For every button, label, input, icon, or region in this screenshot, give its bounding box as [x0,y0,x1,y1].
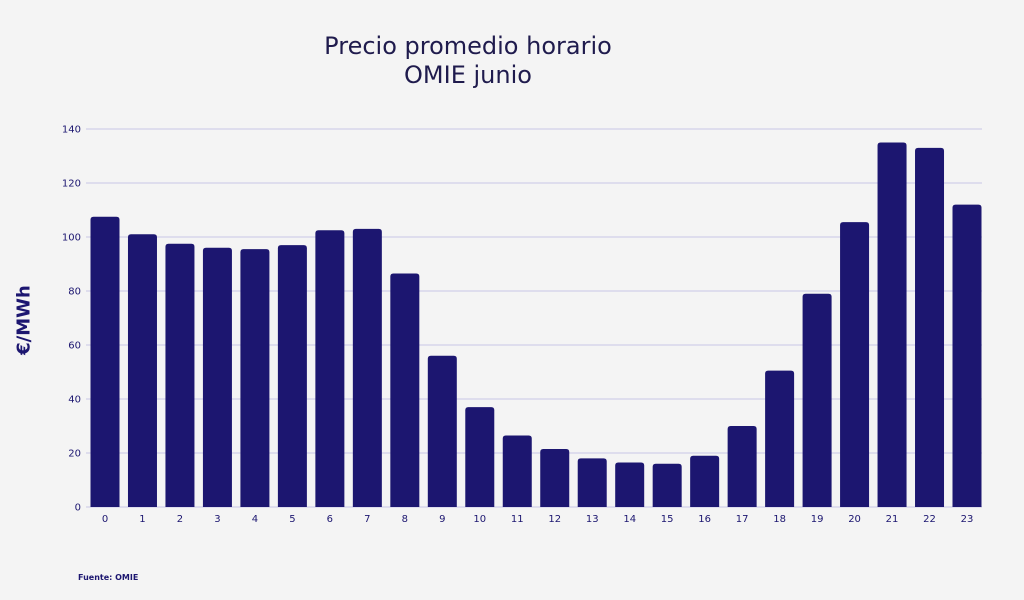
y-tick-label: 80 [68,287,81,298]
bar-hour-2 [165,243,195,507]
x-tick-label: 20 [848,514,861,525]
y-tick-label: 60 [68,341,81,352]
y-tick-label: 140 [62,125,81,136]
x-tick-label: 10 [473,514,486,525]
x-tick-label: 7 [364,514,370,525]
x-tick-label: 15 [661,514,674,525]
x-tick-labels: 0 1 2 3 4 5 6 7 8 9 10 11 12 13 14 15 16 17 18 19 20 21 22 23 [102,514,974,525]
y-tick-label: 120 [62,179,81,190]
bar-hour-16 [690,455,720,507]
x-tick-label: 0 [102,514,108,525]
bar-hour-10 [465,407,495,507]
bar-hour-17 [727,426,757,507]
y-tick-labels: 0 20 40 60 80 100 120 140 [62,125,81,514]
x-tick-label: 8 [402,514,408,525]
x-tick-label: 12 [548,514,561,525]
x-tick-label: 18 [773,514,786,525]
bar-hour-14 [615,462,645,507]
bar-hour-11 [502,435,532,507]
bar-hour-8 [390,273,420,507]
bar-hour-5 [277,245,307,507]
bar-hour-15 [652,463,682,507]
grid-lines [86,128,982,508]
bar-hour-9 [427,355,457,507]
x-tick-label: 6 [327,514,333,525]
bars [90,142,982,508]
x-tick-label: 3 [214,514,220,525]
x-tick-label: 23 [961,514,974,525]
bar-hour-0 [90,216,120,507]
x-tick-label: 9 [439,514,445,525]
x-tick-label: 19 [811,514,824,525]
x-tick-label: 1 [139,514,145,525]
y-tick-label: 20 [68,449,81,460]
y-tick-label: 40 [68,395,81,406]
x-tick-label: 22 [923,514,936,525]
bar-hour-6 [315,230,345,507]
x-tick-label: 14 [623,514,636,525]
x-tick-label: 16 [698,514,711,525]
x-tick-label: 5 [289,514,295,525]
x-tick-label: 2 [177,514,183,525]
x-tick-label: 4 [252,514,258,525]
bar-hour-7 [352,228,382,507]
x-tick-label: 21 [886,514,899,525]
bar-hour-13 [577,458,607,507]
x-tick-label: 17 [736,514,749,525]
bar-hour-22 [915,147,945,507]
y-tick-label: 100 [62,233,81,244]
chart-title: Precio promedio horario OMIE junio [212,32,724,90]
x-tick-label: 11 [511,514,524,525]
bar-hour-19 [802,293,832,507]
source-note: Fuente: OMIE [78,573,139,582]
bar-hour-21 [877,142,907,507]
chart-title-line-1: Precio promedio horario [324,32,612,60]
y-tick-label: 0 [75,503,81,514]
bar-hour-23 [952,204,982,507]
bar-hour-4 [240,249,270,507]
bar-hour-3 [202,247,232,508]
x-tick-label: 13 [586,514,599,525]
bar-hour-12 [540,448,570,507]
chart-title-line-2: OMIE junio [404,61,532,89]
bar-hour-20 [840,222,870,507]
bar-hour-18 [765,370,795,507]
bar-hour-1 [127,234,157,508]
